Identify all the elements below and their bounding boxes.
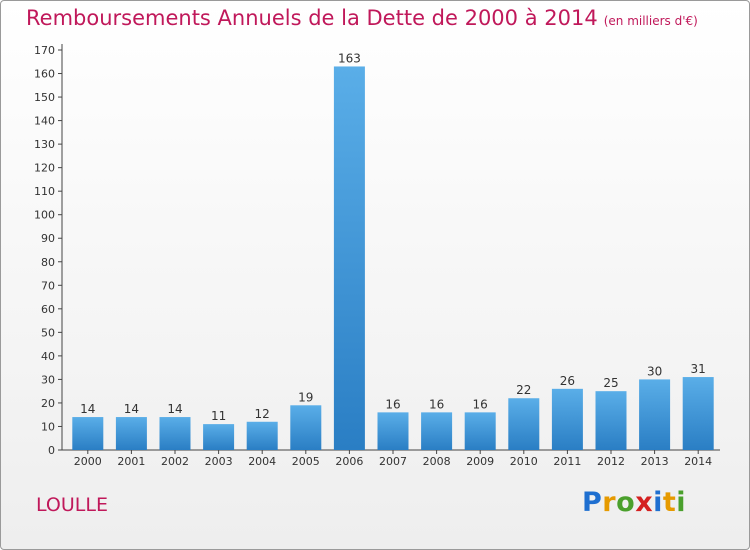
value-label-2003: 11 bbox=[211, 409, 226, 423]
logo-letter: x bbox=[635, 487, 654, 518]
bar-2005 bbox=[290, 405, 322, 450]
y-tick-label: 60 bbox=[41, 303, 55, 316]
value-label-2004: 12 bbox=[255, 407, 270, 421]
x-tick-label-2014: 2014 bbox=[684, 455, 712, 468]
value-label-2000: 14 bbox=[80, 402, 95, 416]
value-label-2005: 19 bbox=[298, 390, 313, 404]
bar-2010 bbox=[508, 398, 540, 450]
chart-title-main: Remboursements Annuels de la Dette de 20… bbox=[26, 6, 598, 30]
x-tick-label-2007: 2007 bbox=[379, 455, 407, 468]
proxiti-logo[interactable]: Proxiti bbox=[582, 487, 686, 518]
logo-letter: r bbox=[602, 487, 617, 518]
y-tick-label: 90 bbox=[41, 232, 55, 245]
y-tick-label: 120 bbox=[34, 162, 55, 175]
value-label-2011: 26 bbox=[560, 374, 575, 388]
x-tick-label-2000: 2000 bbox=[74, 455, 102, 468]
y-tick-label: 80 bbox=[41, 256, 55, 269]
x-tick-label-2001: 2001 bbox=[117, 455, 145, 468]
bar-2003 bbox=[203, 424, 235, 450]
y-tick-label: 110 bbox=[34, 185, 55, 198]
chart-title: Remboursements Annuels de la Dette de 20… bbox=[26, 6, 698, 30]
x-tick-label-2008: 2008 bbox=[423, 455, 451, 468]
bar-2011 bbox=[551, 388, 583, 450]
y-tick-label: 20 bbox=[41, 397, 55, 410]
value-label-2012: 25 bbox=[603, 376, 618, 390]
bar-2009 bbox=[464, 412, 496, 450]
bar-2007 bbox=[377, 412, 409, 450]
y-tick-label: 100 bbox=[34, 209, 55, 222]
value-label-2006: 163 bbox=[338, 51, 361, 65]
value-label-2008: 16 bbox=[429, 397, 444, 411]
y-tick-label: 50 bbox=[41, 326, 55, 339]
x-tick-label-2004: 2004 bbox=[248, 455, 276, 468]
logo-letter: i bbox=[653, 487, 663, 518]
x-tick-label-2003: 2003 bbox=[205, 455, 233, 468]
y-tick-label: 170 bbox=[34, 44, 55, 57]
y-tick-label: 150 bbox=[34, 91, 55, 104]
y-tick-label: 130 bbox=[34, 138, 55, 151]
logo-letter: P bbox=[582, 487, 603, 518]
bar-2014 bbox=[682, 377, 714, 450]
value-label-2001: 14 bbox=[124, 402, 139, 416]
bar-2013 bbox=[639, 379, 671, 450]
bar-2006 bbox=[333, 66, 365, 451]
y-tick-label: 140 bbox=[34, 115, 55, 128]
bar-2002 bbox=[159, 417, 191, 450]
x-tick-label-2002: 2002 bbox=[161, 455, 189, 468]
commune-name: LOULLE bbox=[36, 494, 108, 516]
value-label-2014: 31 bbox=[691, 362, 706, 376]
logo-letter: t bbox=[662, 487, 677, 518]
bar-2004 bbox=[246, 421, 278, 450]
bar-2001 bbox=[115, 417, 147, 450]
x-tick-label-2006: 2006 bbox=[335, 455, 363, 468]
x-tick-label-2011: 2011 bbox=[553, 455, 581, 468]
value-label-2009: 16 bbox=[473, 397, 488, 411]
y-tick-label: 30 bbox=[41, 373, 55, 386]
x-tick-label-2013: 2013 bbox=[641, 455, 669, 468]
x-tick-label-2012: 2012 bbox=[597, 455, 625, 468]
logo-letter: o bbox=[616, 487, 636, 518]
y-tick-label: 160 bbox=[34, 68, 55, 81]
bar-2000 bbox=[72, 417, 104, 450]
value-label-2010: 22 bbox=[516, 383, 531, 397]
value-label-2013: 30 bbox=[647, 364, 662, 378]
logo-letter: i bbox=[676, 487, 687, 518]
y-tick-label: 40 bbox=[41, 350, 55, 363]
bar-2008 bbox=[421, 412, 453, 450]
x-tick-label-2009: 2009 bbox=[466, 455, 494, 468]
bar-2012 bbox=[595, 391, 627, 450]
value-label-2002: 14 bbox=[167, 402, 182, 416]
x-tick-label-2010: 2010 bbox=[510, 455, 538, 468]
y-tick-label: 70 bbox=[41, 279, 55, 292]
value-label-2007: 16 bbox=[385, 397, 400, 411]
y-tick-label: 0 bbox=[48, 444, 55, 457]
y-tick-label: 10 bbox=[41, 420, 55, 433]
chart-unit: (en milliers d'€) bbox=[603, 14, 698, 28]
x-tick-label-2005: 2005 bbox=[292, 455, 320, 468]
